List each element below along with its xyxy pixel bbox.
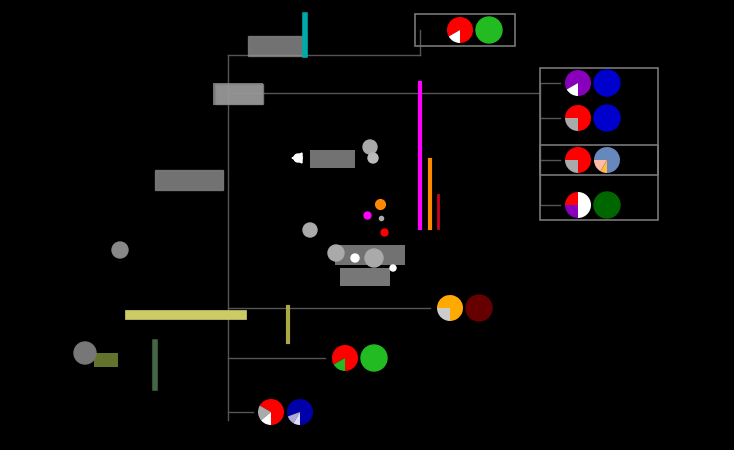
Circle shape [466, 295, 492, 321]
Circle shape [365, 249, 383, 267]
Wedge shape [594, 147, 620, 173]
Bar [94, 353, 118, 367]
Wedge shape [294, 412, 300, 425]
Circle shape [361, 345, 387, 371]
Wedge shape [447, 17, 473, 43]
Circle shape [363, 140, 377, 154]
Circle shape [368, 153, 378, 163]
Bar [213, 83, 263, 105]
Bar [335, 245, 405, 265]
Circle shape [112, 242, 128, 258]
Wedge shape [565, 160, 578, 173]
Wedge shape [448, 30, 460, 43]
Wedge shape [565, 105, 591, 131]
Wedge shape [600, 160, 607, 173]
Wedge shape [260, 399, 284, 425]
Bar [340, 268, 390, 286]
Wedge shape [594, 160, 607, 171]
Wedge shape [565, 70, 591, 96]
Circle shape [390, 265, 396, 271]
Circle shape [294, 154, 302, 162]
Bar [310, 150, 355, 168]
Wedge shape [565, 147, 591, 173]
Circle shape [476, 17, 502, 43]
Wedge shape [332, 345, 358, 371]
Circle shape [594, 192, 620, 218]
Circle shape [303, 223, 317, 237]
Wedge shape [437, 295, 463, 321]
Polygon shape [292, 153, 302, 163]
Wedge shape [565, 192, 578, 205]
Circle shape [594, 105, 620, 131]
Wedge shape [437, 308, 450, 321]
Wedge shape [565, 118, 578, 131]
Wedge shape [287, 399, 313, 425]
Bar [540, 145, 658, 175]
Bar [155, 170, 223, 190]
Wedge shape [567, 83, 578, 96]
Bar [415, 14, 515, 46]
Circle shape [328, 245, 344, 261]
Bar [215, 84, 263, 104]
Wedge shape [261, 412, 271, 425]
Circle shape [351, 254, 359, 262]
Wedge shape [288, 412, 300, 423]
Wedge shape [334, 358, 345, 371]
Circle shape [594, 70, 620, 96]
Bar [248, 36, 306, 56]
Wedge shape [565, 205, 578, 218]
Wedge shape [258, 405, 271, 420]
Circle shape [74, 342, 96, 364]
Bar [540, 68, 658, 220]
Wedge shape [578, 192, 591, 218]
